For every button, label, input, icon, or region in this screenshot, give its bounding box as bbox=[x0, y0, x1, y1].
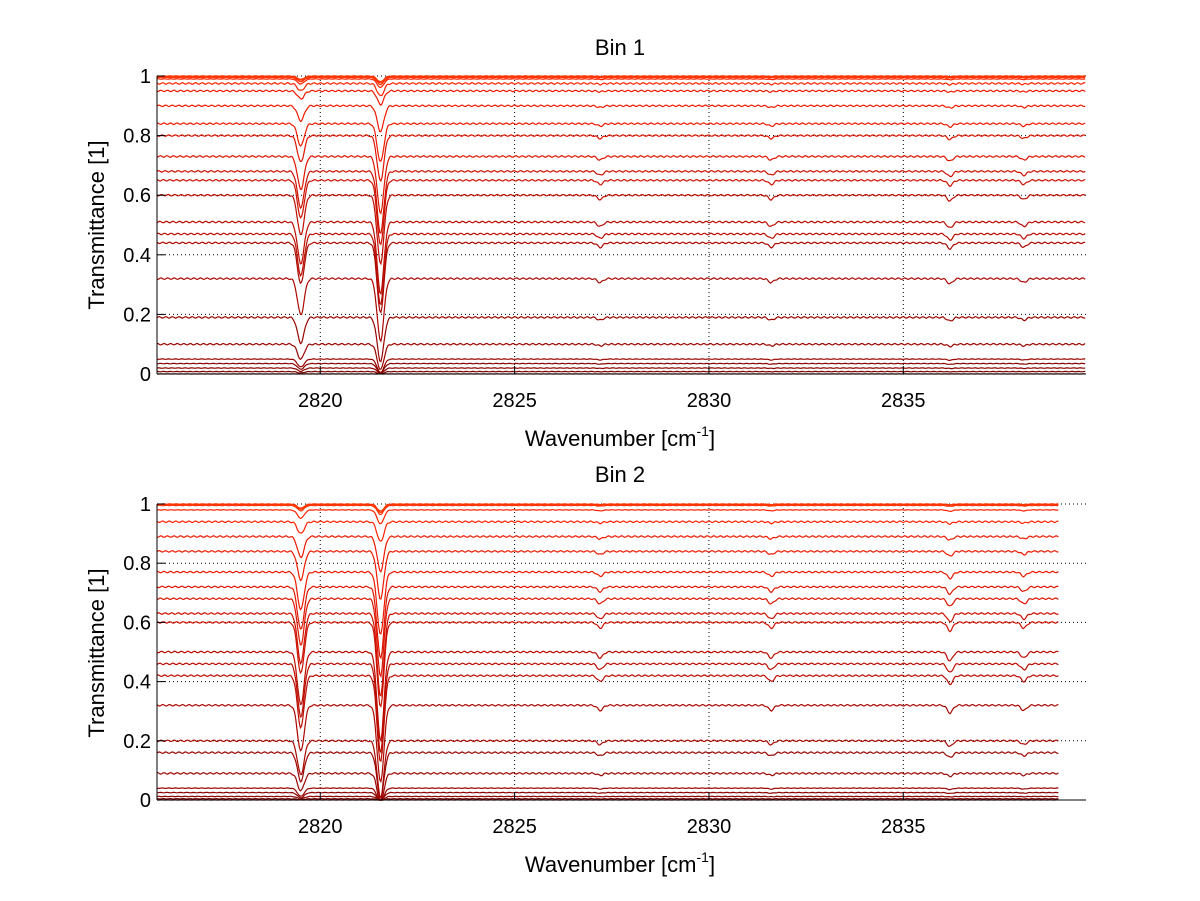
series-line bbox=[157, 89, 1086, 106]
chart-title: Bin 2 bbox=[595, 462, 645, 487]
series-line bbox=[156, 795, 1059, 801]
series-line bbox=[156, 134, 1086, 183]
series-line bbox=[156, 662, 1059, 754]
x-axis-label-main: Wavenumber [cm bbox=[525, 426, 697, 451]
plot-area: 2820 2825 2830 2835 0 0.2 0.4 0.6 0.8 1 bbox=[123, 494, 1086, 838]
series-line bbox=[156, 76, 1086, 86]
series-line bbox=[156, 362, 1086, 375]
series-line bbox=[157, 535, 1059, 573]
series-line bbox=[156, 220, 1086, 296]
series-line bbox=[156, 703, 1059, 784]
x-tick-label: 2830 bbox=[687, 390, 732, 412]
series-line bbox=[156, 503, 1059, 514]
x-axis-label: Wavenumber [cm-1] bbox=[525, 423, 715, 451]
series-line bbox=[156, 771, 1059, 801]
series-line bbox=[156, 358, 1086, 374]
y-tick-label: 0.6 bbox=[123, 612, 151, 634]
series-line bbox=[156, 342, 1086, 370]
y-tick-label: 0 bbox=[140, 790, 151, 812]
series-line bbox=[156, 797, 1059, 801]
y-tick-label: 1 bbox=[140, 66, 151, 88]
plot-area: 2820 2825 2830 2835 0 0.2 0.4 0.6 0.8 1 bbox=[123, 66, 1086, 412]
series-line bbox=[156, 82, 1086, 97]
y-tick-label: 0.4 bbox=[123, 245, 151, 267]
y-tick-label: 0.8 bbox=[123, 553, 151, 575]
series-line bbox=[156, 315, 1086, 363]
series-line bbox=[156, 155, 1086, 215]
chart-bin-2: Bin 2 Transmittance [1] Wavenumber [cm-1… bbox=[84, 462, 1086, 877]
x-tick-label: 2820 bbox=[298, 390, 343, 412]
series-line bbox=[156, 509, 1059, 525]
series-line bbox=[156, 122, 1086, 162]
series-line bbox=[156, 674, 1059, 763]
series-line bbox=[156, 193, 1086, 266]
x-tick-label: 2835 bbox=[881, 390, 926, 412]
chart-title: Bin 1 bbox=[595, 35, 645, 60]
series-line bbox=[156, 178, 1086, 246]
y-axis-label: Transmittance [1] bbox=[84, 140, 109, 309]
x-tick-label: 2820 bbox=[298, 816, 343, 838]
x-axis-label-superscript: -1 bbox=[697, 423, 710, 439]
series-line bbox=[156, 739, 1059, 800]
x-tick-label: 2830 bbox=[687, 816, 732, 838]
series-line bbox=[156, 75, 1086, 84]
series-line bbox=[156, 621, 1059, 708]
series-line bbox=[156, 549, 1059, 600]
y-tick-label: 0.6 bbox=[123, 185, 151, 207]
y-tick-label: 0.2 bbox=[123, 304, 151, 326]
series-line bbox=[156, 232, 1086, 306]
x-tick-label: 2825 bbox=[492, 390, 537, 412]
x-axis-label-tail: ] bbox=[709, 426, 715, 451]
y-tick-label: 1 bbox=[140, 494, 151, 516]
series-line bbox=[156, 169, 1086, 234]
y-tick-label: 0 bbox=[140, 364, 151, 386]
series-line bbox=[156, 520, 1059, 542]
series-line bbox=[156, 650, 1059, 743]
series-line bbox=[156, 370, 1086, 375]
series-line bbox=[156, 787, 1059, 801]
series-line bbox=[156, 570, 1059, 635]
series-line bbox=[156, 104, 1086, 133]
x-axis-label-superscript: -1 bbox=[697, 849, 710, 865]
series-line bbox=[156, 597, 1059, 678]
series-line bbox=[156, 751, 1059, 801]
series-line bbox=[156, 791, 1059, 801]
chart-bin-1: Bin 1 Transmittance [1] Wavenumber [cm-1… bbox=[84, 35, 1086, 451]
x-tick-label: 2835 bbox=[881, 816, 926, 838]
series-line bbox=[156, 277, 1086, 343]
series-line bbox=[156, 504, 1059, 516]
x-tick-label: 2825 bbox=[492, 816, 537, 838]
x-axis-label-main: Wavenumber [cm bbox=[525, 852, 697, 877]
y-axis-label: Transmittance [1] bbox=[84, 568, 109, 737]
series-line bbox=[156, 241, 1086, 314]
x-axis-label: Wavenumber [cm-1] bbox=[525, 849, 715, 877]
y-tick-label: 0.4 bbox=[123, 672, 151, 694]
series-line bbox=[157, 78, 1086, 89]
series-line bbox=[156, 612, 1059, 697]
x-axis-label-tail: ] bbox=[709, 852, 715, 877]
y-tick-label: 0.8 bbox=[123, 126, 151, 148]
y-tick-label: 0.2 bbox=[123, 731, 151, 753]
series-line bbox=[156, 585, 1059, 660]
series-line bbox=[156, 367, 1086, 375]
